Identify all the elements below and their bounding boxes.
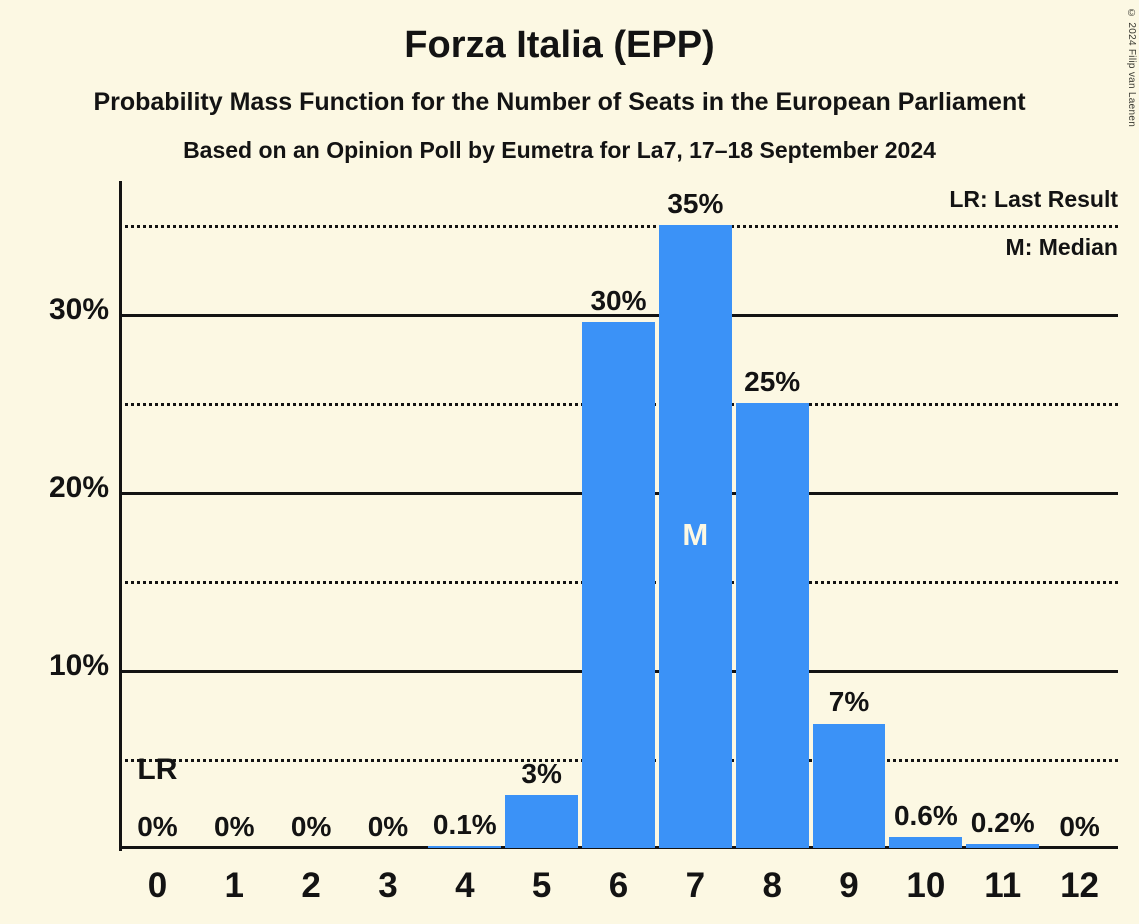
bar-value-label: 0%: [290, 811, 332, 842]
gridline-dotted: [119, 225, 1118, 229]
x-tick-label: 7: [685, 866, 706, 905]
chart-subtitle: Probability Mass Function for the Number…: [93, 88, 1026, 116]
bar[interactable]: [658, 225, 732, 848]
bar-value-label: 0%: [367, 811, 409, 842]
x-tick-label: 3: [378, 866, 398, 905]
chart-subtitle-source: Based on an Opinion Poll by Eumetra for …: [183, 137, 936, 163]
x-tick-label: 0: [147, 866, 168, 905]
x-tick-label: 9: [839, 866, 859, 905]
bar-value-label: 25%: [744, 366, 801, 398]
x-tick-label: 10: [906, 866, 946, 905]
bar-value-label: 0%: [137, 811, 178, 842]
bar[interactable]: [966, 844, 1040, 848]
bar-value-label: 0.1%: [432, 809, 497, 841]
x-tick-label: 5: [531, 866, 552, 905]
bar-value-label: 0%: [214, 811, 255, 842]
bar-value-label: 35%: [667, 188, 724, 220]
bar[interactable]: [505, 794, 579, 848]
x-tick-label: 12: [1060, 866, 1100, 905]
x-tick-label: 4: [455, 866, 475, 905]
bar[interactable]: [735, 403, 809, 848]
bar-value-label: 0.2%: [970, 807, 1035, 839]
y-tick-label: 10%: [48, 649, 109, 683]
median-marker: M: [682, 516, 709, 552]
bar-value-label: 3%: [521, 757, 562, 789]
chart-title: Forza Italia (EPP): [404, 24, 715, 66]
bar[interactable]: [812, 723, 886, 848]
copyright-notice: © 2024 Filip van Laenen: [1126, 8, 1137, 128]
bar[interactable]: [582, 321, 655, 848]
x-tick-label: 11: [984, 866, 1022, 905]
plot-area: [119, 181, 1118, 848]
bar-value-label: 0%: [1059, 811, 1100, 842]
bar-value-label: 30%: [590, 284, 647, 316]
x-tick-label: 6: [608, 866, 629, 905]
y-tick-label: 30%: [48, 293, 109, 327]
bar-value-label: 7%: [828, 686, 870, 718]
last-result-marker: LR: [137, 753, 178, 786]
x-tick-label: 1: [224, 866, 244, 905]
bar-value-label: 0.6%: [893, 800, 958, 832]
legend-last-result: LR: Last Result: [949, 186, 1118, 212]
legend-median: M: Median: [1005, 234, 1118, 260]
y-axis-line: [119, 181, 122, 851]
y-tick-label: 20%: [48, 471, 109, 505]
bar[interactable]: [428, 846, 502, 848]
x-tick-label: 2: [301, 866, 321, 905]
bar[interactable]: [889, 837, 963, 848]
gridline-solid: [119, 314, 1118, 318]
x-tick-label: 8: [762, 866, 782, 905]
